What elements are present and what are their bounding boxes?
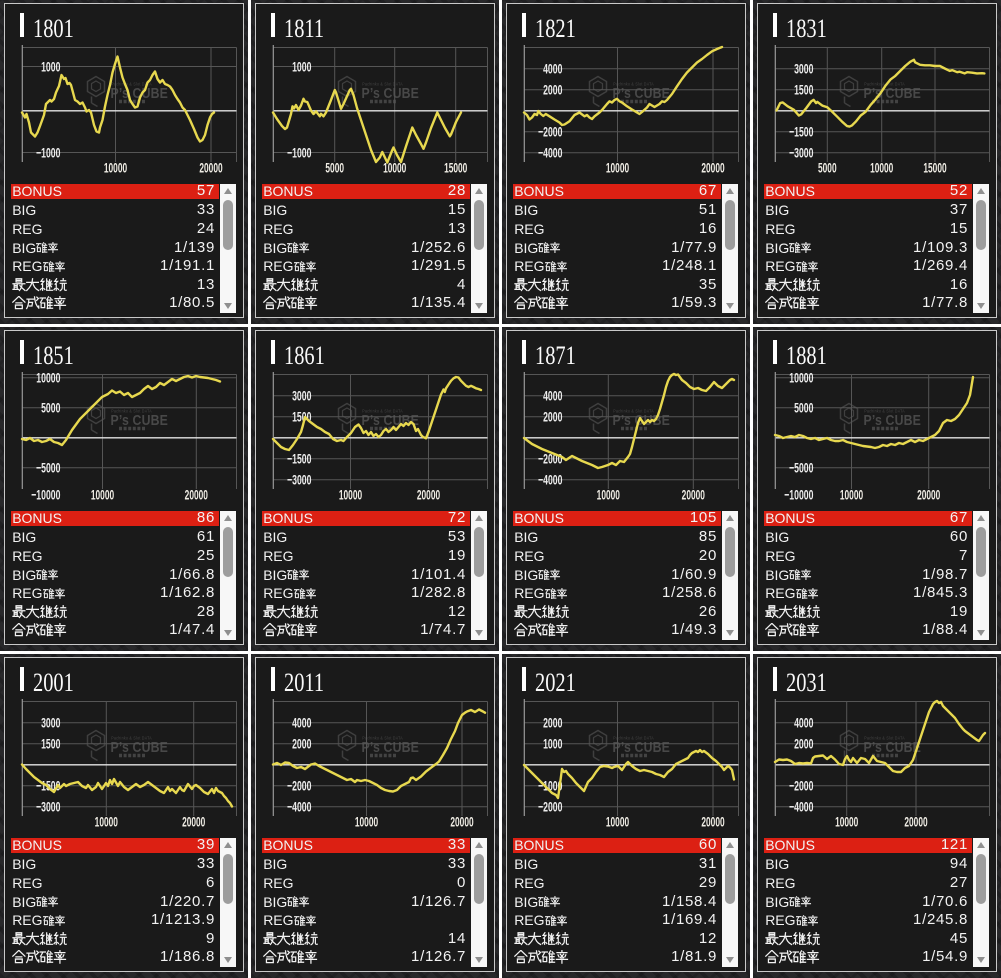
svg-text:2000: 2000 (794, 737, 813, 753)
svg-text:−3000: −3000 (789, 146, 813, 162)
svg-text:−1000: −1000 (287, 145, 311, 161)
svg-text:3000: 3000 (292, 389, 311, 405)
svg-text:10000: 10000 (91, 489, 114, 503)
svg-text:4000: 4000 (543, 62, 562, 78)
svg-text:10000: 10000 (789, 371, 813, 387)
svg-text:−10000: −10000 (784, 488, 813, 504)
svg-text:2000: 2000 (543, 83, 562, 99)
svg-text:20000: 20000 (417, 489, 440, 503)
svg-text:20000: 20000 (182, 816, 205, 830)
svg-text:10000: 10000 (840, 489, 863, 503)
svg-text:−3000: −3000 (287, 473, 311, 489)
svg-text:10000: 10000 (606, 162, 629, 176)
svg-text:−2000: −2000 (538, 452, 562, 468)
svg-text:15000: 15000 (444, 162, 467, 176)
svg-text:−4000: −4000 (287, 800, 311, 816)
svg-text:20000: 20000 (701, 162, 724, 176)
svg-text:10000: 10000 (339, 489, 362, 503)
svg-text:−1500: −1500 (789, 125, 813, 141)
svg-text:−4000: −4000 (789, 800, 813, 816)
svg-text:10000: 10000 (383, 162, 406, 176)
svg-text:−1000: −1000 (36, 145, 60, 161)
svg-text:−2000: −2000 (538, 125, 562, 141)
svg-text:4000: 4000 (292, 716, 311, 732)
svg-text:15000: 15000 (923, 162, 946, 176)
svg-text:3000: 3000 (794, 62, 813, 78)
svg-text:1500: 1500 (41, 737, 60, 753)
svg-text:1000: 1000 (543, 737, 562, 753)
svg-text:−4000: −4000 (538, 473, 562, 489)
svg-text:1500: 1500 (292, 410, 311, 426)
svg-text:−1000: −1000 (538, 779, 562, 795)
svg-text:10000: 10000 (606, 816, 629, 830)
svg-text:5000: 5000 (794, 401, 813, 417)
svg-text:−5000: −5000 (789, 461, 813, 477)
svg-text:10000: 10000 (36, 371, 60, 387)
svg-text:−1500: −1500 (287, 452, 311, 468)
svg-text:10000: 10000 (104, 162, 127, 176)
svg-text:20000: 20000 (701, 816, 724, 830)
svg-text:3000: 3000 (41, 716, 60, 732)
svg-text:10000: 10000 (597, 489, 620, 503)
svg-text:4000: 4000 (794, 716, 813, 732)
svg-text:−2000: −2000 (538, 800, 562, 816)
svg-text:1000: 1000 (41, 59, 60, 75)
svg-text:1500: 1500 (794, 83, 813, 99)
svg-text:20000: 20000 (199, 162, 222, 176)
svg-text:−4000: −4000 (538, 146, 562, 162)
svg-text:−5000: −5000 (36, 461, 60, 477)
svg-text:5000: 5000 (41, 401, 60, 417)
svg-text:−2000: −2000 (789, 779, 813, 795)
svg-text:10000: 10000 (355, 816, 378, 830)
svg-text:20000: 20000 (904, 816, 927, 830)
svg-text:−10000: −10000 (31, 488, 60, 504)
svg-text:5000: 5000 (818, 162, 837, 176)
svg-text:10000: 10000 (870, 162, 893, 176)
svg-text:10000: 10000 (835, 816, 858, 830)
svg-text:10000: 10000 (95, 816, 118, 830)
svg-text:2000: 2000 (292, 737, 311, 753)
svg-text:20000: 20000 (185, 489, 208, 503)
svg-text:20000: 20000 (682, 489, 705, 503)
svg-text:20000: 20000 (917, 489, 940, 503)
svg-text:−2000: −2000 (287, 779, 311, 795)
svg-text:5000: 5000 (325, 162, 344, 176)
svg-text:20000: 20000 (450, 816, 473, 830)
svg-text:−3000: −3000 (36, 800, 60, 816)
svg-text:2000: 2000 (543, 716, 562, 732)
svg-text:1000: 1000 (292, 59, 311, 75)
svg-text:2000: 2000 (543, 410, 562, 426)
svg-text:4000: 4000 (543, 389, 562, 405)
